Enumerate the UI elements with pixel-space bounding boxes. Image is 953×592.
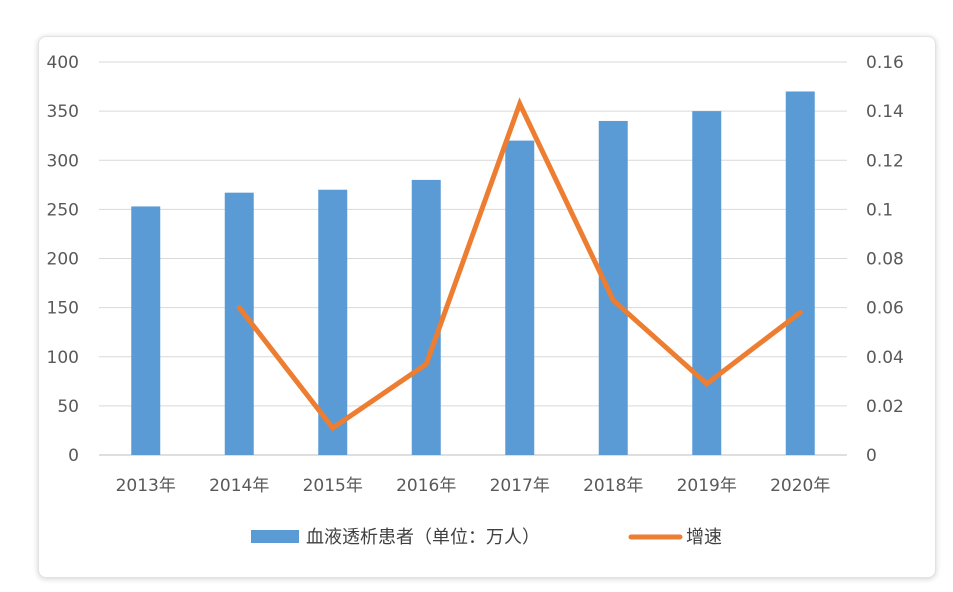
right-tick-label: 0.04 (866, 348, 904, 368)
right-tick-label: 0.06 (866, 299, 904, 319)
left-tick-label: 300 (47, 151, 79, 171)
left-tick-label: 50 (57, 397, 79, 417)
x-tick-label: 2017年 (490, 476, 550, 496)
legend-label-bar: 血液透析患者（单位：万人） (306, 527, 540, 548)
right-tick-label: 0.1 (866, 200, 893, 220)
bar (505, 140, 535, 455)
legend: 血液透析患者（单位：万人） 增速 (251, 527, 722, 548)
right-tick-label: 0.02 (866, 397, 904, 417)
left-tick-label: 400 (47, 53, 79, 73)
left-tick-label: 0 (68, 446, 79, 466)
right-tick-label: 0.16 (866, 53, 904, 73)
right-tick-label: 0.12 (866, 151, 904, 171)
left-tick-label: 200 (47, 250, 79, 270)
right-tick-label: 0.14 (866, 102, 904, 122)
right-axis-ticks: 0 0.02 0.04 0.06 0.08 0.1 0.12 0.14 0.16 (866, 53, 904, 466)
x-tick-label: 2016年 (396, 476, 456, 496)
bar (131, 206, 161, 455)
bar (692, 111, 722, 455)
right-tick-label: 0 (866, 446, 877, 466)
x-tick-label: 2013年 (116, 476, 176, 496)
legend-swatch-bar (251, 530, 299, 543)
right-tick-label: 0.08 (866, 250, 904, 270)
left-tick-label: 100 (47, 348, 79, 368)
x-tick-label: 2020年 (770, 476, 830, 496)
line-series (236, 97, 803, 432)
left-tick-label: 150 (47, 299, 79, 319)
x-tick-label: 2019年 (677, 476, 737, 496)
left-axis-ticks: 0 50 100 150 200 250 300 350 400 (47, 53, 79, 466)
bar (318, 189, 348, 455)
bar (598, 120, 628, 455)
x-axis-ticks: 2013年 2014年 2015年 2016年 2017年 2018年 2019年 2020年 (116, 476, 831, 496)
gridlines (99, 61, 847, 456)
x-tick-label: 2015年 (303, 476, 363, 496)
x-tick-label: 2014年 (209, 476, 269, 496)
legend-label-line: 增速 (686, 527, 722, 548)
left-tick-label: 250 (47, 200, 79, 220)
bar (411, 179, 441, 455)
x-tick-label: 2018年 (583, 476, 643, 496)
bar (785, 91, 815, 455)
left-tick-label: 350 (47, 102, 79, 122)
bar-series (131, 91, 815, 456)
